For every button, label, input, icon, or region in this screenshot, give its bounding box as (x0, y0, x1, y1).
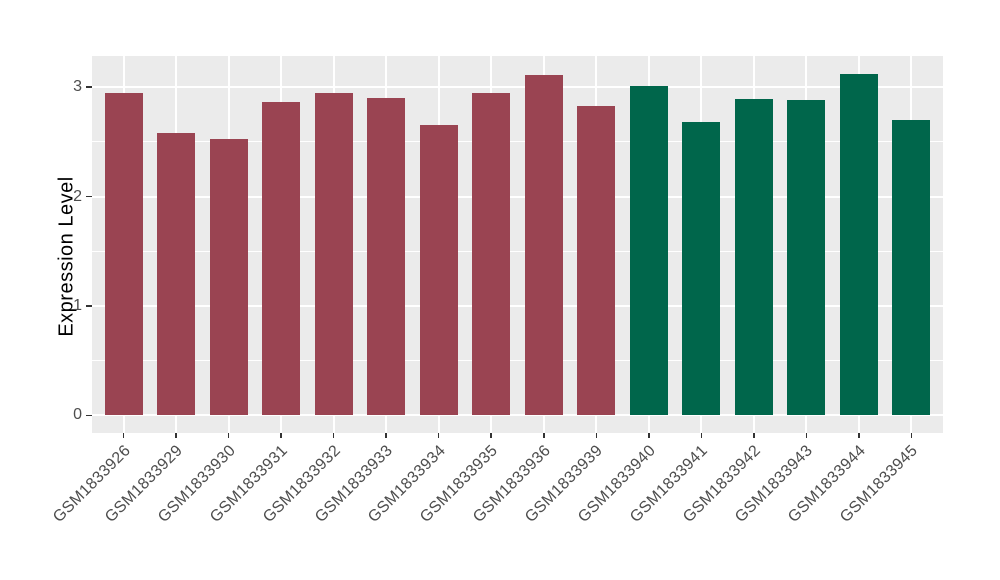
bar-GSM1833933 (367, 98, 406, 416)
bar-GSM1833940 (629, 86, 668, 416)
x-axis-tick (490, 433, 492, 438)
x-axis-tick (227, 433, 230, 438)
y-tick-label: 2 (73, 187, 82, 205)
bar-GSM1833939 (577, 105, 616, 416)
x-axis-tick (543, 433, 545, 438)
y-tick-label: 3 (73, 78, 82, 96)
bar-GSM1833945 (892, 119, 931, 416)
bar-GSM1833930 (209, 138, 248, 416)
x-axis-tick (437, 433, 440, 438)
bar-GSM1833926 (104, 92, 143, 416)
x-axis-tick (332, 433, 335, 438)
gridline-minor-horizontal (92, 360, 943, 362)
bar-GSM1833944 (839, 73, 878, 416)
bar-GSM1833935 (472, 92, 511, 416)
x-axis-tick (858, 433, 860, 438)
y-axis-tick (86, 305, 92, 307)
x-axis-tick (385, 433, 387, 438)
y-tick-label: 1 (73, 296, 82, 314)
gridline-minor-horizontal (92, 250, 943, 252)
x-axis-tick (700, 433, 703, 438)
x-axis-tick (175, 433, 177, 438)
x-axis-tick (805, 433, 808, 438)
gridline-major-horizontal (92, 414, 943, 417)
bar-GSM1833932 (314, 92, 353, 416)
gridline-major-horizontal (92, 195, 943, 198)
x-axis-tick (595, 433, 598, 438)
x-axis-tick (280, 433, 282, 438)
y-axis-title: Expression Level (55, 176, 78, 337)
bar-GSM1833941 (682, 122, 721, 416)
bar-GSM1833936 (524, 75, 563, 416)
plot-panel (92, 56, 943, 433)
x-axis-tick (910, 433, 913, 438)
x-axis-tick (648, 433, 650, 438)
bar-GSM1833943 (787, 100, 826, 416)
bar-GSM1833931 (262, 102, 301, 416)
gridline-major-horizontal (92, 86, 943, 89)
y-axis-tick (86, 86, 92, 88)
y-axis-tick (86, 414, 92, 417)
bar-GSM1833929 (157, 133, 196, 416)
gridline-major-horizontal (92, 304, 943, 307)
gridline-minor-horizontal (92, 141, 943, 143)
x-axis-tick (753, 433, 755, 438)
y-axis-tick (86, 195, 92, 198)
bar-GSM1833942 (734, 99, 773, 416)
bar-GSM1833934 (419, 125, 458, 416)
y-tick-label: 0 (73, 406, 82, 424)
x-axis-tick (122, 433, 125, 438)
